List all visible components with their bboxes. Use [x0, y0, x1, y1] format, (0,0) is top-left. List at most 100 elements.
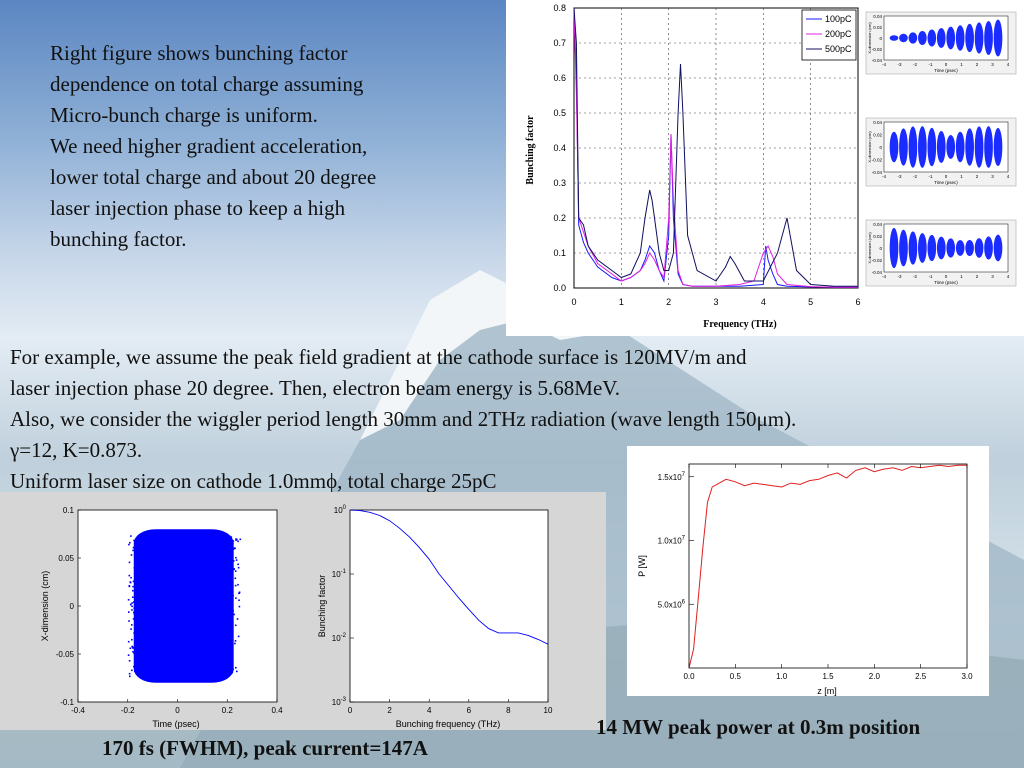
- inset-x-tick: -3: [897, 174, 901, 179]
- scatter-point: [137, 557, 139, 560]
- inset-x-tick: 0: [945, 174, 948, 179]
- inset-bunch-blob: [946, 238, 956, 258]
- power-chart: 0.0 0.5 1.0 1.5 2.0 2.5 3.0 5.0x106 1.0x107 1.5x1…: [637, 463, 973, 696]
- x-tick-label: 0: [571, 297, 576, 307]
- y-tick-label: 0.1: [553, 248, 566, 258]
- inset-bunch-blob: [946, 26, 956, 50]
- scatter-point: [131, 605, 133, 608]
- scatter-x-label: Time (psec): [152, 719, 199, 729]
- inset-bunch-blob: [927, 234, 937, 262]
- scatter-point: [131, 609, 133, 611]
- scatter-point: [227, 567, 230, 570]
- intro-text: Right figure shows bunching factor depen…: [50, 38, 470, 255]
- caption-right: 14 MW peak power at 0.3m position: [596, 715, 921, 739]
- intro-line: We need higher gradient acceleration,: [50, 134, 368, 158]
- inset-bunch-blob: [984, 236, 993, 260]
- inset-y-tick: 0: [879, 246, 882, 251]
- scatter-point: [136, 596, 138, 598]
- scatter-point: [226, 598, 229, 601]
- scatter-point: [131, 669, 133, 672]
- bunching-chart: 0 1 2 3 4 5 6 0.0 0.1 0.2 0.3 0.4 0.5 0.6 0.7 0.8 Frequ…: [525, 3, 1017, 330]
- scatter-point: [128, 672, 131, 675]
- power-y-tick-label-exponent: 7: [682, 536, 686, 542]
- scatter-point: [236, 670, 238, 673]
- scatter-point: [132, 580, 135, 583]
- inset-bunch-blob: [974, 238, 984, 258]
- scatter-point: [138, 595, 141, 598]
- scatter-point: [226, 659, 228, 661]
- scatter-point: [237, 540, 239, 543]
- inset-bunch-blob: [984, 126, 993, 168]
- scatter-point: [237, 635, 240, 638]
- inset-x-tick: -1: [928, 274, 932, 279]
- log-x-tick-label: 4: [427, 706, 432, 715]
- inset-bunch-blob: [918, 233, 927, 263]
- scatter-point: [129, 675, 131, 678]
- inset-y-tick: 0.02: [873, 234, 882, 239]
- inset-x-tick: 4: [1007, 62, 1010, 67]
- scatter-point: [132, 650, 134, 653]
- paragraph-line: Also, we consider the wiggler period len…: [10, 407, 797, 431]
- phase-space-scatter: -0.4 -0.2 0 0.2 0.4 0.1 0.05 0 -0.05 -0.1: [56, 506, 283, 715]
- scatter-point: [140, 618, 142, 620]
- scatter-point: [133, 632, 135, 634]
- series-line-100pC: [573, 7, 858, 288]
- parameters-paragraph: For example, we assume the peak field gr…: [10, 342, 1000, 497]
- scatter-point: [234, 584, 237, 587]
- inset-x-tick: 4: [1007, 174, 1010, 179]
- intro-line: Right figure shows bunching factor: [50, 41, 348, 65]
- caption-left: 170 fs (FWHM), peak current=147A: [102, 736, 428, 760]
- scatter-point: [128, 561, 131, 564]
- scatter-point: [232, 594, 234, 597]
- log-frame: [349, 509, 549, 703]
- scatter-x-tick-label: 0: [175, 706, 180, 715]
- scatter-point: [138, 616, 141, 618]
- scatter-x-tick-label: -0.2: [121, 706, 135, 715]
- inset-x-tick: -2: [913, 62, 917, 67]
- inset-bunch-blob: [936, 28, 946, 48]
- log-x-tick-label: 6: [467, 706, 472, 715]
- inset-bunch-blob: [908, 126, 918, 168]
- intro-line: laser injection phase to keep a high: [50, 196, 346, 220]
- scatter-y-tick-label: 0: [70, 602, 75, 611]
- scatter-point: [133, 607, 135, 609]
- scatter-point: [135, 621, 138, 624]
- scatter-point: [226, 537, 229, 540]
- inset-x-tick: -2: [913, 174, 917, 179]
- series-line-500pC: [573, 7, 858, 287]
- scatter-point: [138, 553, 140, 556]
- inset-bunch-blob: [955, 240, 965, 256]
- scatter-point: [132, 596, 134, 598]
- inset-x-label: Time (psec): [934, 180, 958, 185]
- scatter-point: [237, 583, 239, 586]
- inset-bunch-blob: [946, 135, 956, 159]
- scatter-point: [137, 624, 140, 627]
- inset-y-tick: 0: [879, 145, 882, 150]
- power-y-tick-label-exponent: 7: [682, 472, 686, 478]
- scatter-point: [234, 577, 237, 580]
- scatter-point: [127, 599, 130, 601]
- scatter-point: [130, 554, 133, 556]
- scatter-point: [132, 585, 134, 588]
- scatter-point: [235, 556, 237, 559]
- inset-bunch-blob: [955, 25, 965, 51]
- intro-line: Micro-bunch charge is uniform.: [50, 103, 318, 127]
- beam-charts-panel: -0.4 -0.2 0 0.2 0.4 0.1 0.05 0 -0.05 -0.1 0 2 4 6 8 10…: [0, 492, 606, 730]
- scatter-point: [136, 549, 138, 551]
- scatter-point: [130, 628, 132, 630]
- inset-bunch-blob: [927, 127, 937, 167]
- power-frame: [688, 463, 968, 669]
- scatter-point: [136, 544, 138, 546]
- scatter-point: [135, 574, 137, 577]
- inset-bunch-blob: [908, 231, 918, 265]
- bunching-chart-panel: 0 1 2 3 4 5 6 0.0 0.1 0.2 0.3 0.4 0.5 0.6 0.7 0.8 Frequ…: [506, 0, 1024, 336]
- scatter-y-tick-label: -0.1: [60, 698, 74, 707]
- scatter-point: [238, 605, 241, 608]
- inset-y-tick: -0.02: [872, 158, 883, 163]
- scatter-point: [231, 671, 234, 674]
- inset-y-tick: 0.02: [873, 25, 882, 30]
- scatter-point: [130, 535, 132, 537]
- inset-x-tick: -3: [897, 62, 901, 67]
- x-tick-label: 4: [761, 297, 766, 307]
- inset-y-label: X-dimension (cm): [867, 232, 872, 264]
